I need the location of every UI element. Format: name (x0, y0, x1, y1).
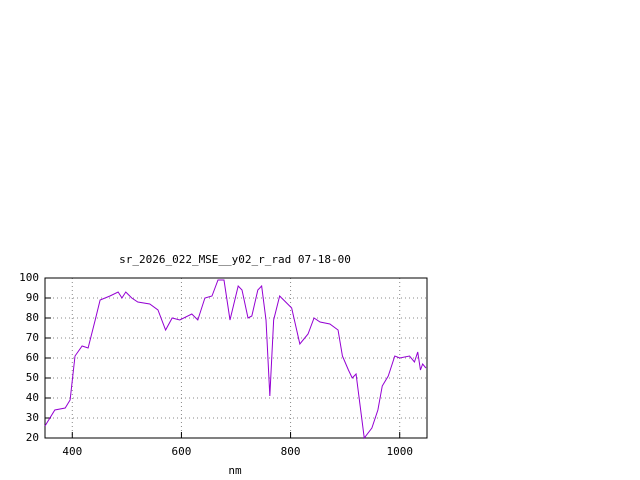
y-tick-label: 20 (26, 431, 39, 444)
y-tick-label: 70 (26, 331, 39, 344)
x-axis-label: nm (228, 464, 242, 477)
y-tick-label: 80 (26, 311, 39, 324)
y-tick-label: 40 (26, 391, 39, 404)
y-tick-label: 50 (26, 371, 39, 384)
data-line (44, 279, 427, 440)
y-tick-label: 60 (26, 351, 39, 364)
x-tick-label: 400 (62, 445, 82, 458)
x-tick-label: 800 (281, 445, 301, 458)
x-tick-label: 600 (171, 445, 191, 458)
y-tick-label: 90 (26, 291, 39, 304)
x-tick-label: 1000 (386, 445, 413, 458)
chart-title: sr_2026_022_MSE__y02_r_rad 07-18-00 (119, 253, 351, 266)
plot-border (44, 277, 428, 439)
y-tick-label: 30 (26, 411, 39, 424)
y-tick-label: 100 (19, 271, 39, 284)
